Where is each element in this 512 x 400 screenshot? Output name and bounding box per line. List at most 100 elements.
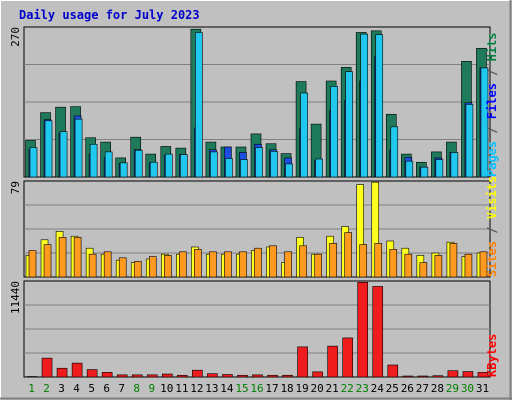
- bar-sites-day-10: [163, 255, 172, 278]
- bar-kbytes-day-9: [146, 374, 158, 378]
- x-tick-label: 10: [160, 382, 173, 395]
- bar-pages-day-16: [255, 147, 263, 178]
- bar-pages-day-19: [300, 92, 308, 178]
- bar-pages-day-23: [360, 33, 369, 178]
- bar-sites-day-31: [479, 251, 488, 278]
- bar-pages-day-1: [29, 147, 38, 178]
- bar-kbytes-day-23: [357, 282, 369, 378]
- y-axis-label: KBytes: [485, 334, 499, 377]
- bar-pages-day-13: [210, 151, 218, 178]
- bar-pages-day-26: [405, 160, 414, 178]
- bar-pages-day-28: [435, 159, 444, 178]
- bar-pages-day-9: [149, 161, 158, 178]
- x-tick-label: 7: [118, 382, 125, 395]
- bar-sites-day-15: [239, 251, 247, 278]
- bar-sites-day-27: [419, 262, 428, 278]
- bar-pages-day-30: [465, 104, 474, 178]
- bar-sites-day-3: [58, 237, 67, 278]
- y-axis-label-part: Visits: [485, 176, 499, 219]
- x-tick-label: 11: [175, 382, 188, 395]
- y-max-label: 11440: [9, 281, 22, 314]
- x-tick-label: 15: [235, 382, 248, 395]
- bar-kbytes-day-16: [252, 374, 263, 378]
- bar-sites-day-4: [73, 237, 82, 278]
- bar-kbytes-day-25: [387, 364, 399, 378]
- bar-sites-day-30: [464, 253, 473, 278]
- bar-sites-day-17: [269, 245, 277, 278]
- bar-pages-day-25: [390, 126, 399, 178]
- bar-sites-day-14: [224, 251, 232, 278]
- bar-kbytes-day-26: [402, 375, 414, 378]
- x-tick-label: 17: [265, 382, 278, 395]
- bar-kbytes-day-22: [342, 337, 353, 378]
- bar-sites-day-12: [194, 249, 202, 278]
- chart-title: Daily usage for July 2023: [19, 8, 200, 22]
- bar-kbytes-day-2: [41, 357, 53, 378]
- bar-kbytes-day-31: [477, 372, 489, 378]
- x-tick-label: 19: [295, 382, 308, 395]
- bar-sites-day-5: [88, 253, 97, 278]
- chart-panels: 270 Pages / Files / Hits 79 Sites / Visits 1…: [9, 26, 499, 378]
- y-axis-label-part: Pages: [485, 141, 499, 177]
- bar-pages-day-31: [480, 67, 489, 178]
- bar-sites-day-26: [404, 253, 413, 278]
- x-tick-label: 28: [431, 382, 444, 395]
- x-tick-label: 13: [205, 382, 218, 395]
- y-max-label: 79: [9, 181, 22, 194]
- bar-kbytes-day-30: [462, 371, 474, 378]
- bar-pages-day-11: [180, 154, 188, 178]
- chart-panel-1: 270 Pages / Files / Hits: [9, 26, 499, 178]
- x-tick-label: 8: [133, 382, 140, 395]
- bar-pages-day-6: [104, 151, 113, 178]
- x-tick-label: 26: [401, 382, 414, 395]
- bar-kbytes-day-12: [192, 369, 203, 378]
- bar-kbytes-day-28: [432, 375, 444, 378]
- bar-kbytes-day-6: [101, 372, 113, 378]
- x-tick-label: 27: [416, 382, 429, 395]
- bar-sites-day-6: [103, 251, 112, 278]
- bar-sites-day-7: [118, 257, 127, 278]
- y-axis-label-part: KBytes: [485, 334, 499, 377]
- bar-kbytes-day-10: [161, 373, 173, 378]
- bar-pages-day-7: [119, 162, 128, 178]
- bar-kbytes-day-11: [177, 374, 188, 378]
- bar-kbytes-day-21: [327, 345, 338, 378]
- bar-sites-day-13: [209, 251, 217, 278]
- y-axis-label-part: /: [485, 119, 499, 141]
- bar-sites-day-21: [329, 243, 337, 278]
- bar-sites-day-8: [133, 261, 142, 278]
- bar-sites-day-20: [314, 253, 322, 278]
- bar-sites-day-9: [148, 256, 157, 278]
- bar-pages-day-14: [225, 158, 233, 178]
- x-tick-label: 29: [446, 382, 459, 395]
- x-tick-label: 1: [28, 382, 35, 395]
- bar-pages-day-29: [450, 152, 459, 178]
- x-tick-label: 3: [58, 382, 65, 395]
- bar-kbytes-day-27: [417, 375, 429, 378]
- x-tick-label: 21: [326, 382, 339, 395]
- x-tick-label: 30: [461, 382, 474, 395]
- bar-pages-day-4: [74, 118, 83, 178]
- y-axis-label-part: /: [485, 219, 499, 241]
- x-tick-label: 9: [148, 382, 155, 395]
- bar-sites-day-24: [374, 243, 383, 278]
- bar-kbytes-day-17: [267, 374, 278, 378]
- bar-pages-day-27: [420, 166, 429, 178]
- bar-sites-day-23: [359, 244, 368, 278]
- y-axis-label-part: Files: [485, 83, 499, 119]
- bar-pages-day-24: [375, 34, 384, 178]
- y-axis-label: Pages / Files / Hits: [485, 32, 499, 177]
- bar-pages-day-15: [240, 159, 248, 178]
- chart-panel-2: 79 Sites / Visits: [9, 176, 499, 278]
- x-tick-label: 5: [88, 382, 95, 395]
- bar-sites-day-11: [179, 251, 187, 278]
- bar-kbytes-day-8: [131, 374, 143, 378]
- bar-sites-day-29: [449, 243, 458, 278]
- x-tick-label: 18: [280, 382, 293, 395]
- bar-sites-day-28: [434, 255, 443, 278]
- y-max-label: 270: [9, 27, 22, 47]
- bar-pages-day-12: [195, 32, 203, 178]
- bar-pages-day-5: [89, 143, 98, 178]
- x-tick-label: 22: [341, 382, 354, 395]
- x-axis: 1 2 3 4 5 6 7 8 9 10 11 12 13 14 15 16 17 18 19 20 21 22 23 24 2…: [28, 382, 489, 395]
